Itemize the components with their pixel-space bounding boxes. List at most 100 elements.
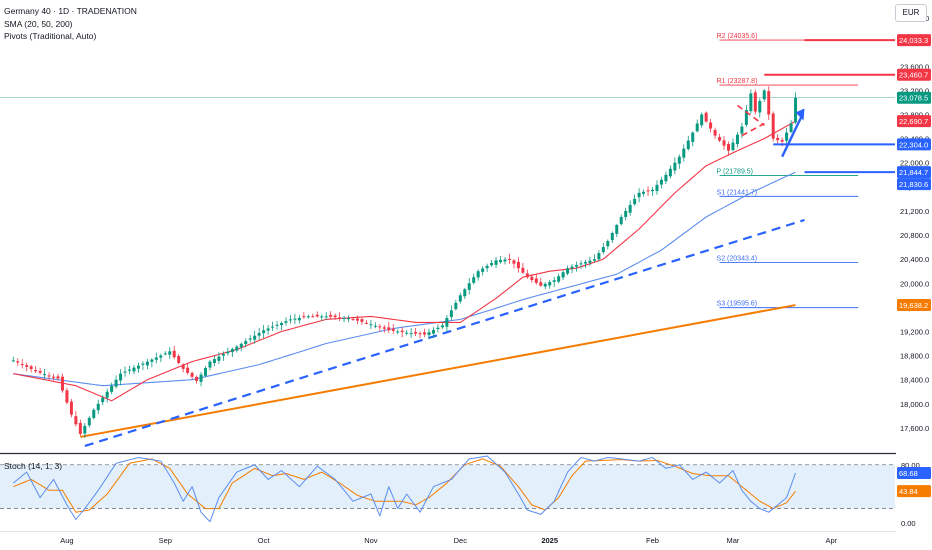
candle-body[interactable] <box>119 373 123 381</box>
candle-body[interactable] <box>311 316 315 318</box>
candle-body[interactable] <box>315 314 319 317</box>
candle-body[interactable] <box>400 330 404 333</box>
candle-body[interactable] <box>221 354 225 356</box>
candle-body[interactable] <box>244 341 248 345</box>
candle-body[interactable] <box>74 416 78 425</box>
candle-body[interactable] <box>262 330 266 334</box>
candle-body[interactable] <box>414 332 418 334</box>
candle-body[interactable] <box>744 109 748 125</box>
candle-body[interactable] <box>427 332 431 336</box>
symbol-title[interactable]: Germany 40 · 1D · TRADENATION <box>4 6 137 16</box>
flag-upper-line[interactable] <box>736 104 765 126</box>
candle-body[interactable] <box>293 318 297 320</box>
candle-body[interactable] <box>110 385 114 392</box>
candle-body[interactable] <box>423 332 427 335</box>
candle-body[interactable] <box>324 316 328 318</box>
candle-body[interactable] <box>758 100 762 113</box>
candle-body[interactable] <box>226 351 230 354</box>
candle-body[interactable] <box>418 333 422 335</box>
candle-body[interactable] <box>588 260 592 263</box>
candle-body[interactable] <box>145 361 149 366</box>
candle-body[interactable] <box>199 374 203 382</box>
candle-body[interactable] <box>373 325 377 327</box>
candle-body[interactable] <box>96 403 100 411</box>
candle-body[interactable] <box>56 376 60 379</box>
candle-body[interactable] <box>288 319 292 321</box>
candle-body[interactable] <box>43 374 47 376</box>
candle-body[interactable] <box>753 92 757 112</box>
candle-body[interactable] <box>69 401 73 415</box>
candle-body[interactable] <box>369 324 373 326</box>
candle-body[interactable] <box>29 366 33 370</box>
candle-body[interactable] <box>642 191 646 194</box>
candle-body[interactable] <box>785 132 789 141</box>
candle-body[interactable] <box>34 370 38 372</box>
candle-body[interactable] <box>740 126 744 134</box>
candle-body[interactable] <box>619 216 623 225</box>
candle-body[interactable] <box>136 365 140 369</box>
candle-body[interactable] <box>347 318 351 320</box>
candle-body[interactable] <box>467 283 471 290</box>
candle-body[interactable] <box>320 316 324 318</box>
candle-body[interactable] <box>454 302 458 310</box>
candle-body[interactable] <box>329 314 333 317</box>
candle-body[interactable] <box>543 283 547 287</box>
candle-body[interactable] <box>566 268 570 274</box>
candle-body[interactable] <box>557 276 561 282</box>
candle-body[interactable] <box>25 365 29 367</box>
sma200-line[interactable] <box>80 304 796 438</box>
candle-body[interactable] <box>47 375 51 377</box>
candle-body[interactable] <box>92 409 96 419</box>
candle-body[interactable] <box>606 241 610 247</box>
candle-body[interactable] <box>575 264 579 267</box>
candle-body[interactable] <box>476 271 480 278</box>
candle-body[interactable] <box>512 260 516 264</box>
candle-body[interactable] <box>718 137 722 141</box>
candle-body[interactable] <box>280 323 283 326</box>
candle-body[interactable] <box>271 326 275 328</box>
candle-body[interactable] <box>248 338 252 340</box>
candle-body[interactable] <box>275 324 279 326</box>
candle-body[interactable] <box>458 295 462 302</box>
candle-body[interactable] <box>132 367 136 372</box>
candle-body[interactable] <box>601 247 605 253</box>
candle-body[interactable] <box>727 144 730 151</box>
candle-body[interactable] <box>87 417 91 426</box>
candle-body[interactable] <box>217 356 221 361</box>
candle-body[interactable] <box>159 355 163 358</box>
candle-body[interactable] <box>700 114 704 126</box>
candle-body[interactable] <box>351 318 355 320</box>
sma20-line[interactable] <box>13 120 796 402</box>
candle-body[interactable] <box>235 346 239 351</box>
candle-body[interactable] <box>266 328 270 331</box>
candle-body[interactable] <box>177 355 181 364</box>
stoch-k-line[interactable] <box>12 455 796 523</box>
candle-body[interactable] <box>651 189 655 192</box>
candle-body[interactable] <box>253 335 257 340</box>
candle-body[interactable] <box>449 310 453 317</box>
candle-body[interactable] <box>208 361 212 368</box>
candle-body[interactable] <box>713 129 717 136</box>
candle-body[interactable] <box>382 327 386 329</box>
sma-legend[interactable]: SMA (20, 50, 200) <box>4 18 73 29</box>
stoch-pane[interactable] <box>0 455 895 523</box>
candle-body[interactable] <box>297 317 301 321</box>
candle-body[interactable] <box>633 198 637 205</box>
candle-body[interactable] <box>794 97 798 123</box>
candle-body[interactable] <box>440 325 444 328</box>
candle-body[interactable] <box>767 91 771 115</box>
candle-body[interactable] <box>212 359 216 364</box>
candle-body[interactable] <box>387 327 391 331</box>
candle-body[interactable] <box>342 317 346 319</box>
candle-body[interactable] <box>668 168 672 177</box>
candle-body[interactable] <box>405 332 409 334</box>
currency-button[interactable]: EUR <box>895 4 927 22</box>
candle-body[interactable] <box>677 156 681 164</box>
candle-body[interactable] <box>105 391 109 398</box>
stoch-legend[interactable]: Stoch (14, 1, 3) <box>4 461 63 471</box>
candle-body[interactable] <box>20 364 24 366</box>
candle-body[interactable] <box>530 276 534 281</box>
candle-body[interactable] <box>355 318 359 321</box>
candle-body[interactable] <box>534 278 538 283</box>
